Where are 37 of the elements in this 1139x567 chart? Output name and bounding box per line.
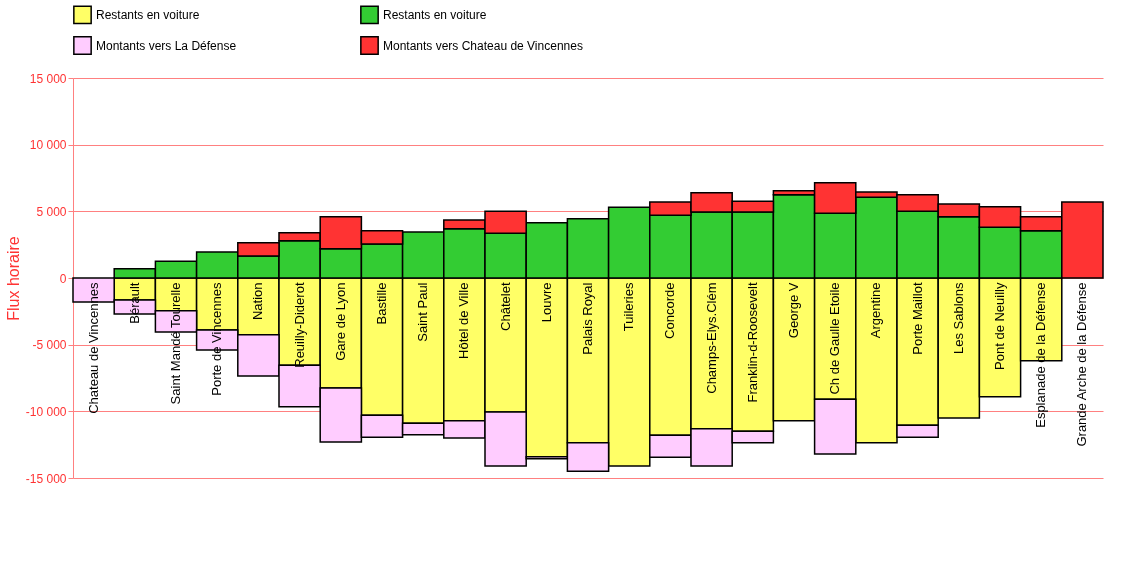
x-tick-label: Châtelet — [497, 282, 513, 331]
x-tick-label: Bastille — [374, 282, 389, 325]
y-tick-label: 15 000 — [29, 71, 67, 86]
x-tick-label: Hôtel de Ville — [456, 282, 472, 359]
y-axis-title: Flux horaire — [4, 236, 22, 321]
x-tick-label: Pont de Neuilly — [992, 282, 1007, 370]
x-tick-label: Palais Royal — [580, 282, 595, 355]
legend-label: Restants en voiture — [383, 7, 487, 22]
x-tick-label: Les Sablons — [950, 282, 966, 355]
y-tick-label: 5 000 — [36, 204, 67, 219]
x-tick-label: Esplanade de la Défense — [1033, 282, 1049, 428]
y-tick-label: -10 000 — [25, 404, 67, 419]
x-tick-label: Concorde — [662, 282, 678, 339]
legend-label: Montants vers La Défense — [96, 38, 237, 53]
legend-label: Restants en voiture — [96, 7, 200, 22]
x-tick-label: Grande Arche de la Défense — [1074, 282, 1090, 447]
x-tick-label: Nation — [250, 282, 266, 321]
y-tick-label: 0 — [59, 271, 67, 286]
x-tick-label: Ch de Gaulle Etoile — [827, 282, 843, 395]
x-tick-label: Bérault — [126, 282, 142, 324]
legend-label: Montants vers Chateau de Vincennes — [383, 38, 583, 53]
x-tick-label: Chateau de Vincennes — [85, 282, 101, 414]
x-tick-label: Gare de Lyon — [332, 282, 348, 361]
x-tick-label: Argentine — [868, 282, 884, 339]
x-tick-label: Reuilly-Diderot — [291, 282, 307, 368]
x-tick-label: Champs-Elys.Clém — [703, 282, 719, 394]
y-tick-label: -15 000 — [25, 471, 67, 486]
x-tick-label: George V — [786, 282, 801, 339]
y-tick-label: -5 000 — [32, 338, 67, 353]
x-tick-label: Tuileries — [621, 282, 637, 332]
x-tick-label: Saint Paul — [415, 282, 431, 342]
x-tick-label: Franklin-d-Roosevelt — [744, 282, 760, 403]
x-tick-label: Saint Mandé Tourelle — [168, 282, 183, 405]
x-tick-label: Porte Maillot — [909, 282, 925, 355]
y-tick-label: 10 000 — [29, 138, 67, 153]
x-tick-label: Louvre — [538, 282, 554, 323]
x-tick-label: Porte de Vincennes — [209, 282, 225, 396]
